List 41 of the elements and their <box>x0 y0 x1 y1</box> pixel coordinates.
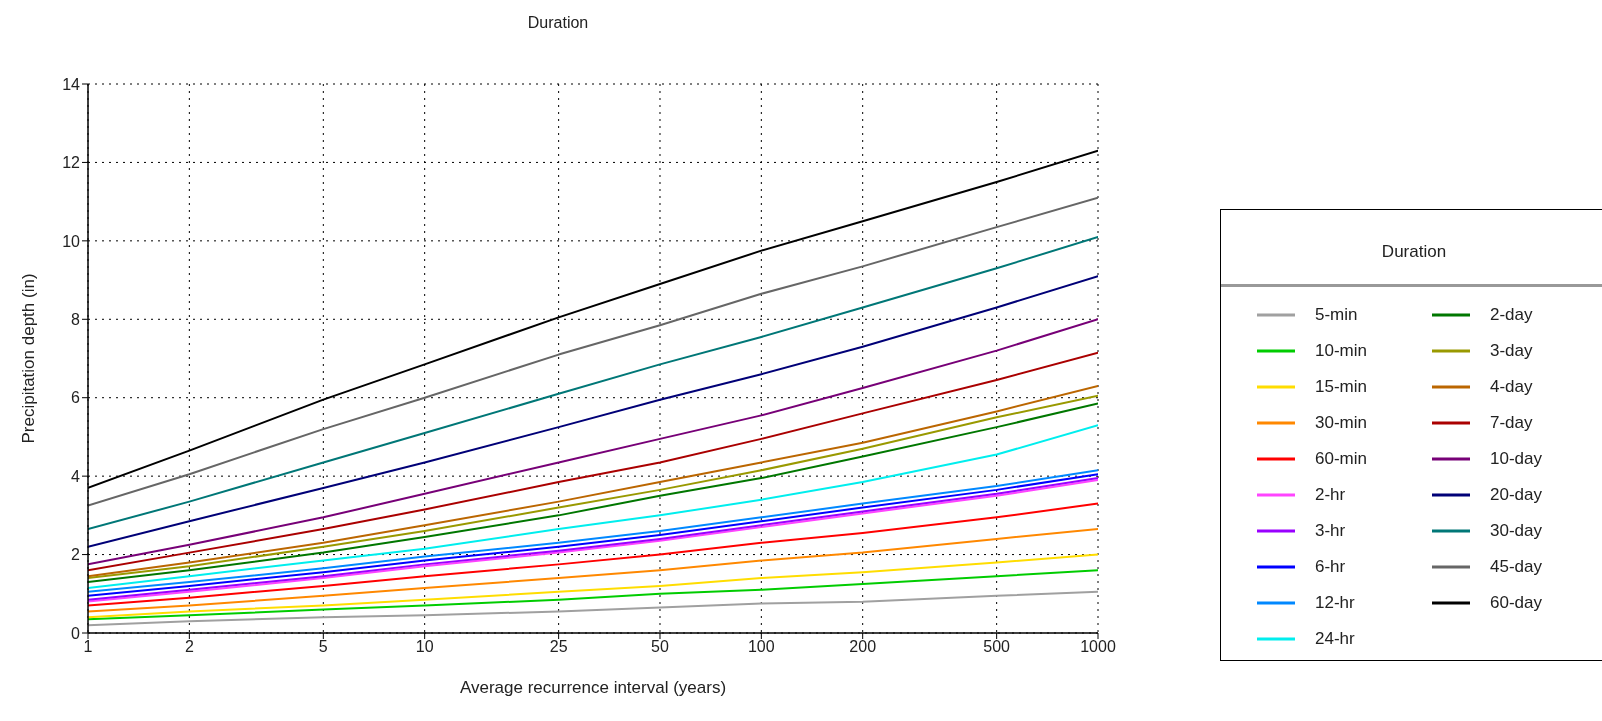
legend-label: 2-hr <box>1315 485 1346 505</box>
legend-label: 2-day <box>1490 305 1533 325</box>
legend-label: 3-hr <box>1315 521 1346 541</box>
x-tick-label: 1000 <box>1080 638 1116 656</box>
y-tick-label: 10 <box>62 232 81 250</box>
legend-label: 5-min <box>1315 305 1358 325</box>
legend-label: 10-min <box>1315 341 1367 361</box>
y-tick-label: 0 <box>71 624 81 642</box>
legend-label: 30-min <box>1315 413 1367 433</box>
legend-label: 3-day <box>1490 341 1533 361</box>
x-tick-label: 500 <box>983 638 1011 656</box>
legend-label: 7-day <box>1490 413 1533 433</box>
y-tick-label: 12 <box>62 154 81 172</box>
y-tick-label: 6 <box>71 389 81 407</box>
y-axis-title: Precipitation depth (in) <box>19 273 39 444</box>
legend-label: 45-day <box>1490 557 1542 577</box>
legend-label: 12-hr <box>1315 593 1355 613</box>
legend-label: 60-day <box>1490 593 1542 613</box>
legend-label: 24-hr <box>1315 629 1355 649</box>
x-tick-label: 10 <box>415 638 434 656</box>
legend-label: 6-hr <box>1315 557 1346 577</box>
y-tick-label: 14 <box>62 75 81 93</box>
legend-title: Duration <box>1221 210 1602 287</box>
chart-title: Duration <box>526 14 590 32</box>
y-tick-label: 8 <box>71 310 81 328</box>
x-tick-label: 200 <box>849 638 877 656</box>
x-tick-label: 50 <box>651 638 669 656</box>
legend-label: 30-day <box>1490 521 1542 541</box>
legend-label: 60-min <box>1315 449 1367 469</box>
x-tick-label: 25 <box>549 638 568 656</box>
y-tick-label: 2 <box>71 546 81 564</box>
legend-label: 4-day <box>1490 377 1533 397</box>
legend-label: 20-day <box>1490 485 1542 505</box>
x-tick-label: 100 <box>747 638 775 656</box>
legend-label: 10-day <box>1490 449 1542 469</box>
x-tick-label: 5 <box>318 638 328 656</box>
legend-label: 15-min <box>1315 377 1367 397</box>
y-tick-label: 4 <box>71 467 81 485</box>
x-tick-label: 1 <box>83 638 93 656</box>
x-tick-label: 2 <box>184 638 194 656</box>
x-axis-title: Average recurrence interval (years) <box>459 678 727 697</box>
